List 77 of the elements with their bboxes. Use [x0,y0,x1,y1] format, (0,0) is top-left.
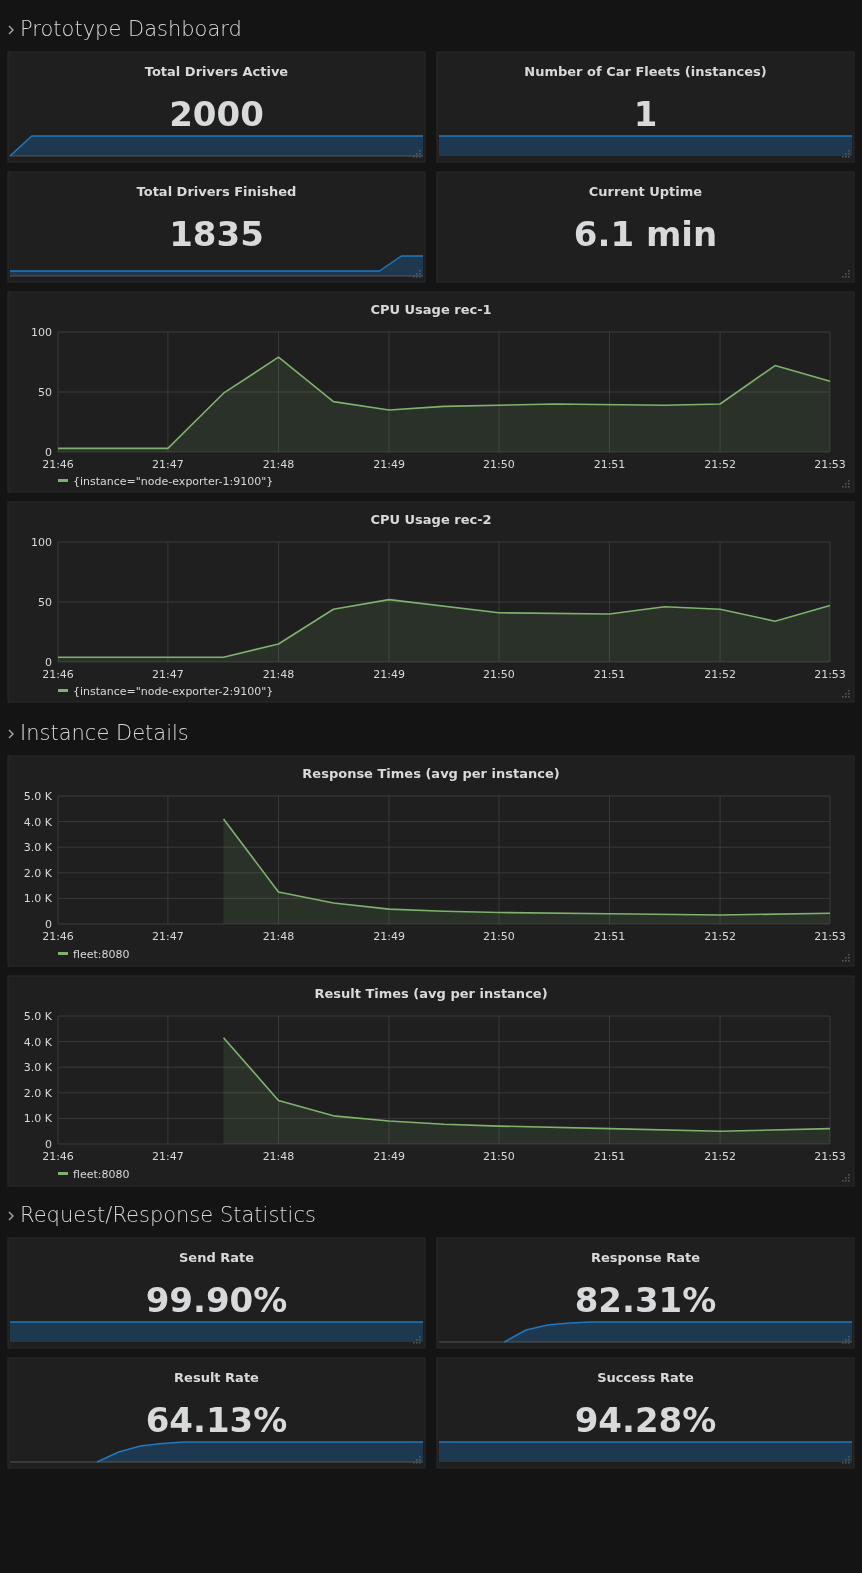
x-tick-label: 21:48 [262,458,295,471]
text: Success Rate [597,1370,695,1385]
text: 82.31% [574,1280,717,1320]
chart-title: Result Rate [174,1370,260,1385]
y-tick-label: 3.0 K [23,1061,53,1075]
text: Request/Response Statistics [20,1203,316,1227]
text: 99.90% [145,1280,288,1320]
y-tick-label: 5.0 K [23,1010,53,1023]
x-tick-label: 21:49 [373,668,405,681]
y-tick-label: 50 [38,596,52,609]
y-tick-label: 0 [45,918,52,931]
text: Send Rate [178,1250,255,1265]
x-tick-label: 21:53 [814,930,846,943]
x-tick-label: 21:49 [373,1150,405,1163]
x-tick-label: 21:53 [814,668,846,681]
x-tick-label: 21:47 [152,1150,184,1163]
x-tick-label: 21:50 [483,458,515,471]
chart-title: CPU Usage rec-1 [370,302,492,317]
y-tick-label: 2.0 K [23,1086,53,1100]
x-tick-label: 21:52 [704,458,736,471]
x-tick-label: 21:46 [42,668,74,681]
x-tick-label: 21:52 [704,668,736,681]
x-tick-label: 21:46 [42,1150,74,1163]
legend-label: {instance="node-exporter-2:9100"} [73,685,274,698]
x-tick-label: 21:52 [704,930,736,943]
y-tick-label: 4.0 K [23,815,53,829]
x-tick-label: 21:48 [262,1150,295,1163]
chart-title: Result Times (avg per instance) [314,986,548,1001]
x-tick-label: 21:48 [262,930,295,943]
chart-title: Total Drivers Finished [136,184,297,199]
x-tick-label: 21:47 [152,930,184,943]
x-tick-label: 21:50 [483,668,515,681]
legend-label: {instance="node-exporter-1:9100"} [73,475,274,488]
x-tick-label: 21:47 [152,668,184,681]
x-tick-label: 21:52 [704,1150,736,1163]
x-tick-label: 21:53 [814,458,846,471]
y-tick-label: 50 [38,386,52,399]
y-tick-label: 2.0 K [23,866,53,880]
chart-title: Response Times (avg per instance) [302,766,560,781]
x-tick-label: 21:49 [373,930,405,943]
y-tick-label: 0 [45,656,52,669]
y-tick-label: 4.0 K [23,1035,53,1049]
y-tick-label: 0 [45,446,52,459]
x-tick-label: 21:51 [593,930,626,943]
legend-label: fleet:8080 [73,948,130,961]
chart-title: CPU Usage rec-2 [370,512,492,527]
x-tick-label: 21:50 [483,1150,515,1163]
x-tick-label: 21:46 [42,930,74,943]
legend-label: fleet:8080 [73,1168,130,1181]
y-tick-label: 3.0 K [23,841,53,855]
text: Prototype Dashboard [20,17,242,41]
x-tick-label: 21:50 [483,930,515,943]
text: Current Uptime [588,184,703,199]
y-tick-label: 0 [45,1138,52,1151]
text: 1835 [169,214,264,254]
x-tick-label: 21:48 [262,668,295,681]
text: 64.13% [145,1400,288,1440]
text: 6.1 min [573,214,718,254]
text: 2000 [169,94,264,134]
x-tick-label: 21:46 [42,458,74,471]
x-tick-label: 21:53 [814,1150,846,1163]
y-tick-label: 1.0 K [23,1112,53,1126]
text: 94.28% [574,1400,717,1440]
x-tick-label: 21:51 [593,1150,626,1163]
chart-title: Response Rate [591,1250,701,1265]
y-tick-label: 1.0 K [23,892,53,906]
y-tick-label: 100 [31,536,52,549]
x-tick-label: 21:51 [593,458,626,471]
y-tick-label: 5.0 K [23,790,53,803]
y-tick-label: 100 [31,326,52,339]
text: 1 [633,94,658,134]
x-tick-label: 21:51 [593,668,626,681]
text: Number of Car Fleets (instances) [524,64,767,79]
x-tick-label: 21:49 [373,458,405,471]
text: Instance Details [20,721,189,745]
x-tick-label: 21:47 [152,458,184,471]
chart-title: Total Drivers Active [144,64,289,79]
